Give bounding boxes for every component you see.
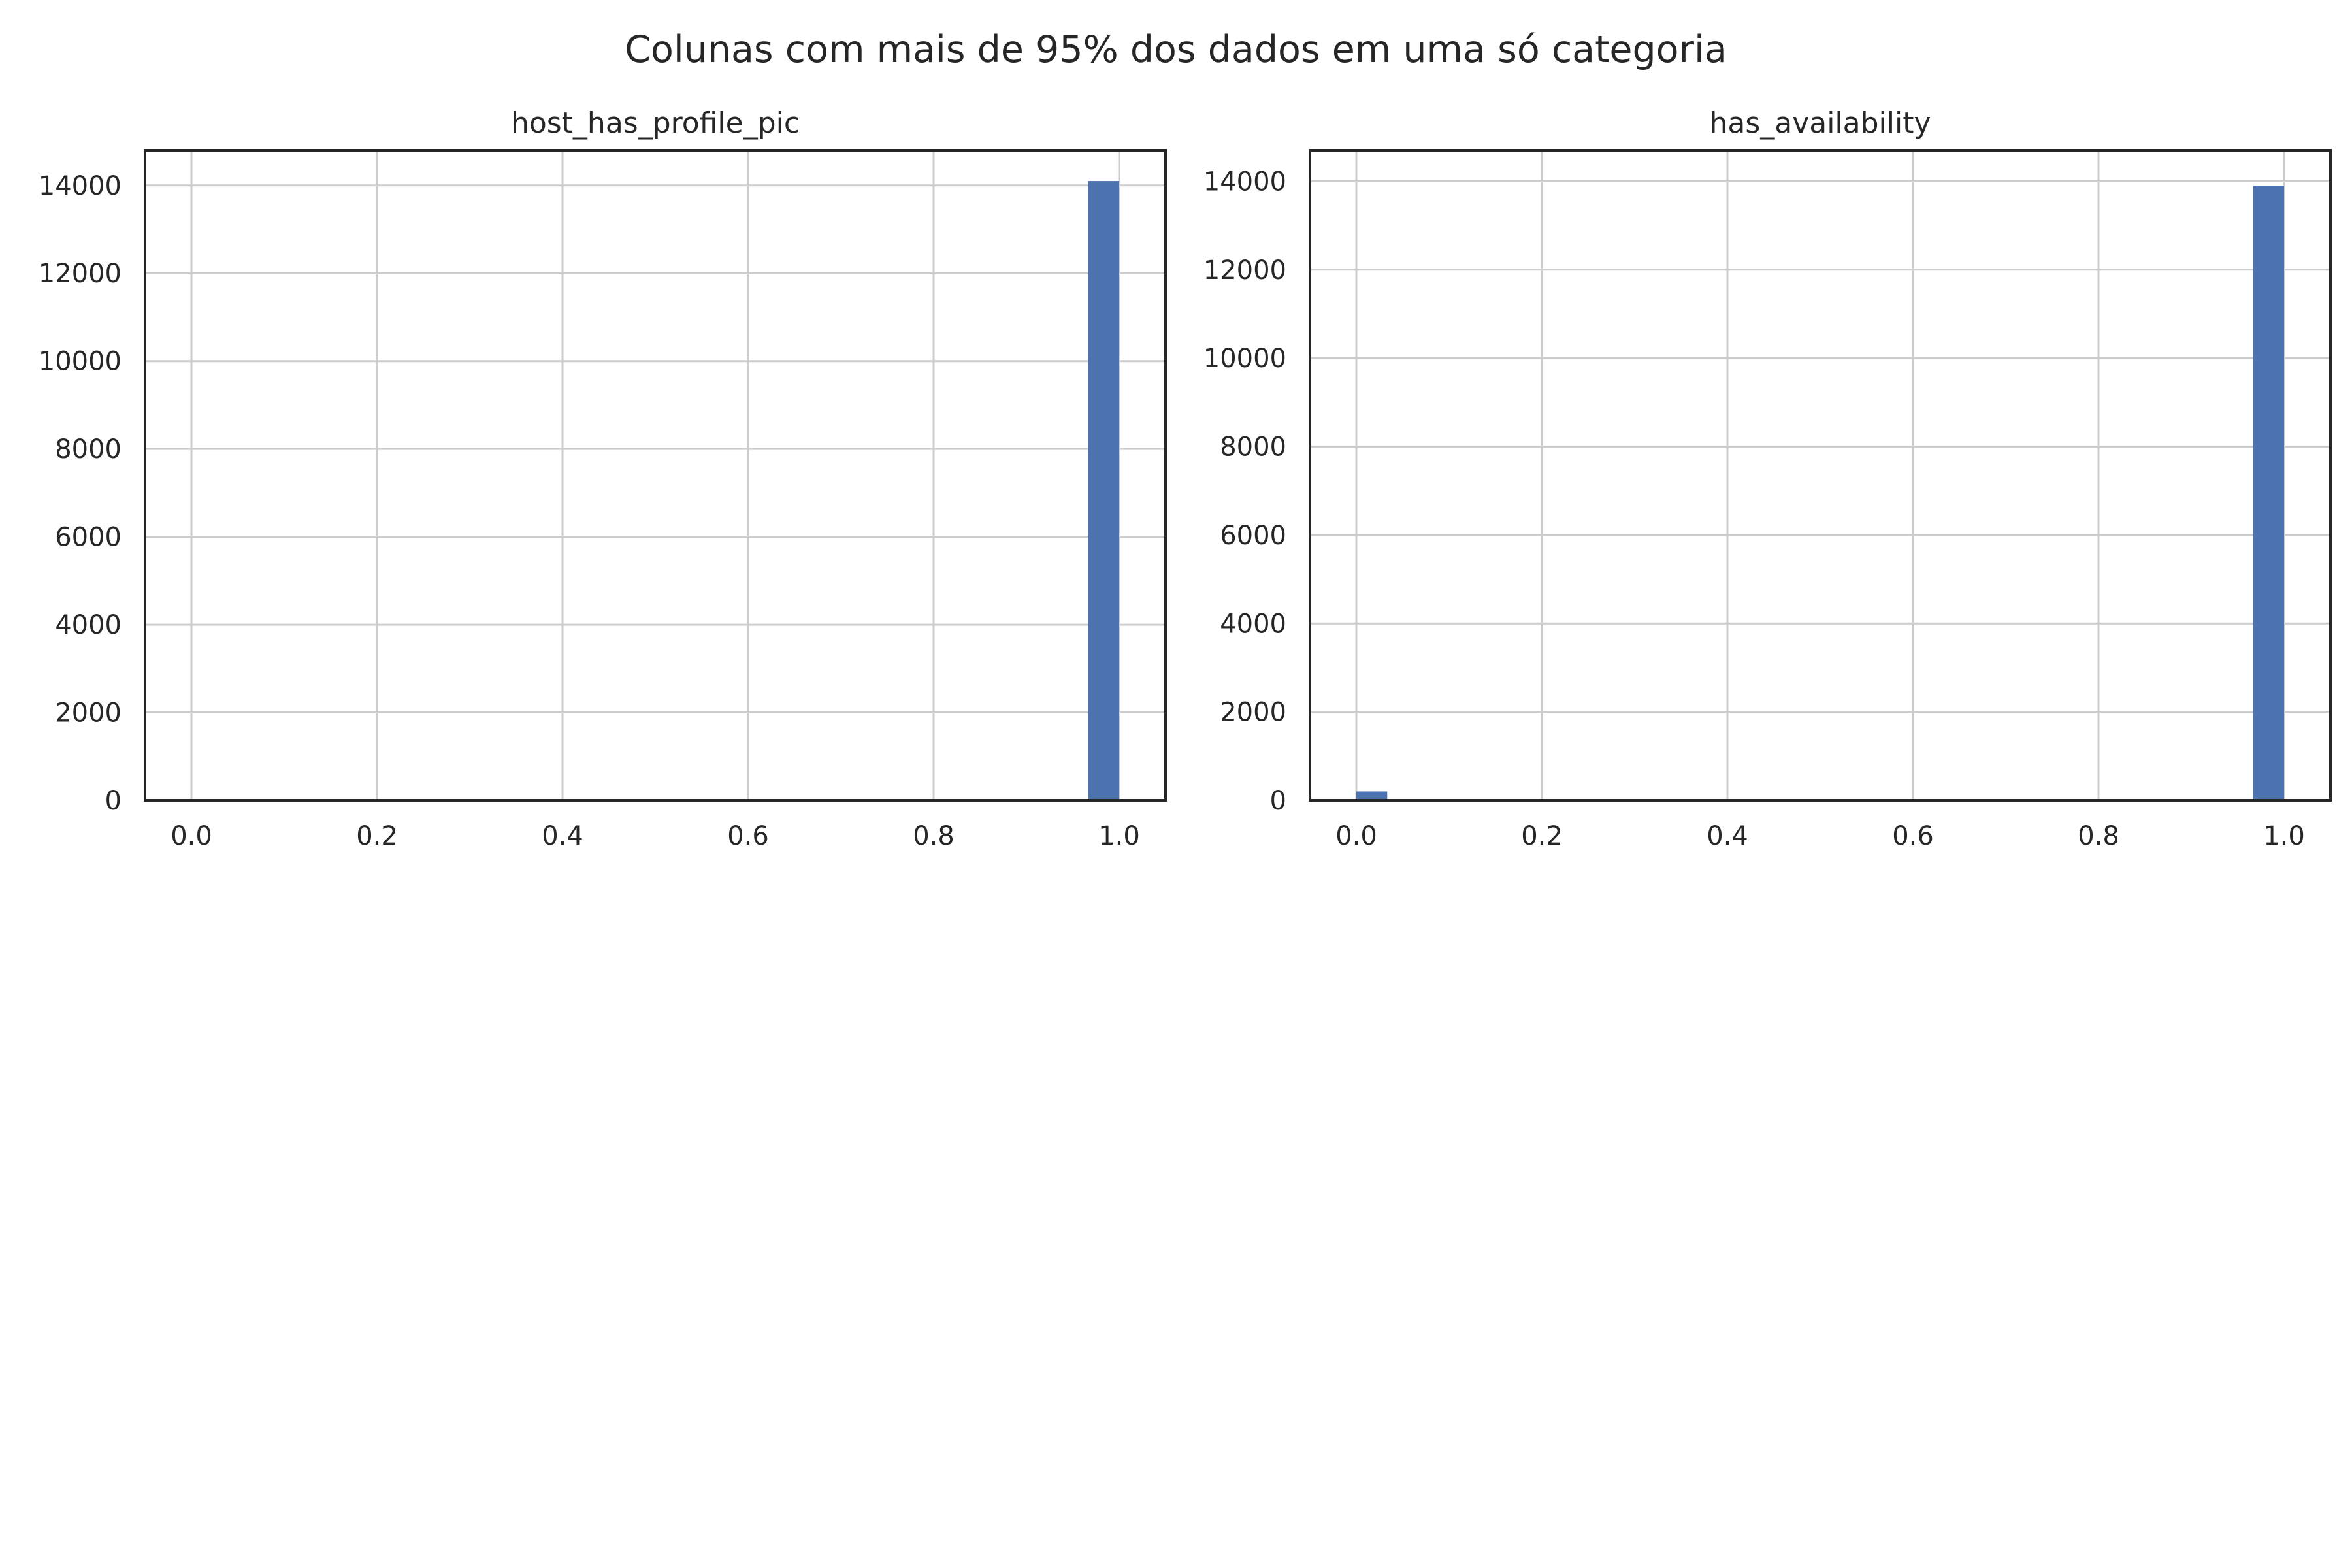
y-tick-label: 6000: [1220, 521, 1286, 551]
x-tick-label: 0.4: [1707, 821, 1748, 851]
x-axis-ticks: 0.0 0.2 0.4 0.6 0.8 1.0: [171, 821, 1140, 851]
subplot-has-availability: has_availability 0.0 0.2 0.4 0.6 0.8 1.0 0 200…: [1203, 106, 2332, 851]
y-tick-label: 10000: [1203, 344, 1286, 374]
x-tick-label: 1.0: [2263, 821, 2305, 851]
histogram-bar: [1356, 791, 1388, 800]
grid: [1310, 150, 2330, 802]
subplot-host-has-profile-pic: host_has_profile_pic 0.0 0.2 0.4 0.6 0.8 1.0 …: [39, 106, 1167, 851]
x-tick-label: 0.8: [2078, 821, 2119, 851]
y-tick-label: 0: [1270, 786, 1286, 816]
y-tick-label: 8000: [1220, 433, 1286, 463]
y-tick-label: 8000: [55, 434, 122, 465]
y-tick-label: 14000: [1203, 167, 1286, 197]
grid: [145, 150, 1166, 802]
x-tick-label: 0.4: [542, 821, 583, 851]
x-tick-label: 0.6: [1892, 821, 1934, 851]
y-axis-ticks: 0 2000 4000 6000 8000 10000 12000 14000: [1203, 167, 1286, 816]
histogram-bar: [2253, 186, 2284, 800]
y-tick-label: 12000: [39, 259, 122, 289]
y-tick-label: 4000: [55, 610, 122, 640]
y-tick-label: 12000: [1203, 255, 1286, 286]
y-tick-label: 6000: [55, 523, 122, 553]
y-tick-label: 0: [105, 786, 122, 816]
x-tick-label: 0.6: [727, 821, 769, 851]
x-tick-label: 0.2: [356, 821, 398, 851]
x-tick-label: 1.0: [1098, 821, 1140, 851]
axes-frame: [1309, 149, 2332, 802]
figure-title: Colunas com mais de 95% dos dados em uma…: [625, 28, 1727, 71]
x-tick-label: 0.0: [171, 821, 212, 851]
y-tick-label: 2000: [55, 698, 122, 728]
x-tick-label: 0.0: [1335, 821, 1377, 851]
y-tick-label: 2000: [1220, 698, 1286, 728]
y-tick-label: 4000: [1220, 609, 1286, 639]
y-tick-label: 14000: [39, 171, 122, 201]
x-tick-label: 0.8: [913, 821, 955, 851]
subplot-title: has_availability: [1709, 106, 1931, 140]
y-axis-ticks: 0 2000 4000 6000 8000 10000 12000 14000: [39, 171, 122, 816]
histogram-bar: [1088, 181, 1119, 801]
axes-frame: [144, 149, 1167, 802]
bars: [1088, 181, 1119, 801]
x-axis-ticks: 0.0 0.2 0.4 0.6 0.8 1.0: [1335, 821, 2305, 851]
x-tick-label: 0.2: [1521, 821, 1563, 851]
subplot-title: host_has_profile_pic: [511, 106, 800, 140]
y-tick-label: 10000: [39, 347, 122, 377]
bars: [1356, 186, 2284, 800]
